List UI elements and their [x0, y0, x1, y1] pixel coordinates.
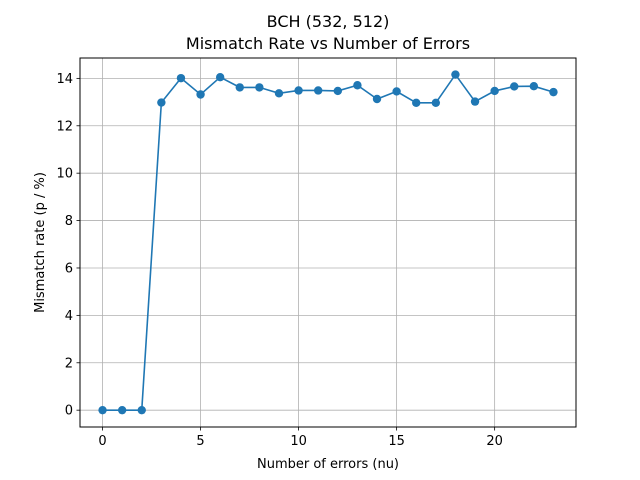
- x-tick-label: 15: [388, 434, 405, 449]
- data-point: [274, 89, 284, 98]
- data-point: [470, 97, 480, 106]
- x-axis-ticks: 0 5 10 15 20: [98, 427, 503, 449]
- data-point: [412, 98, 421, 107]
- data-point: [353, 81, 362, 90]
- x-axis-label: Number of errors (nu): [257, 457, 399, 472]
- y-tick-label: 4: [65, 309, 73, 324]
- data-point: [372, 94, 382, 104]
- y-tick-label: 8: [65, 214, 73, 229]
- grid-lines: [80, 58, 576, 427]
- y-axis-label: Mismatch rate (p / %): [33, 172, 48, 313]
- x-tick-label: 0: [98, 434, 106, 449]
- data-point: [510, 82, 519, 91]
- data-point: [314, 86, 323, 95]
- y-tick-label: 10: [56, 167, 73, 182]
- data-point: [215, 73, 225, 82]
- chart-title: BCH (532, 512): [267, 12, 390, 31]
- series-markers: [98, 70, 558, 415]
- data-point: [392, 87, 401, 96]
- y-tick-label: 2: [65, 356, 73, 371]
- data-point: [98, 405, 107, 415]
- y-axis-ticks: 0 2 4 6 8 10 12 14: [56, 72, 80, 419]
- chart-subtitle: Mismatch Rate vs Number of Errors: [186, 34, 470, 53]
- data-point: [529, 82, 539, 91]
- data-point: [157, 98, 166, 107]
- data-point: [431, 98, 441, 107]
- y-tick-label: 14: [56, 72, 73, 87]
- data-point: [137, 405, 146, 415]
- data-point: [255, 83, 264, 92]
- data-point: [490, 86, 499, 96]
- data-point: [176, 73, 186, 83]
- x-tick-label: 20: [486, 434, 503, 449]
- data-point: [451, 70, 460, 79]
- data-point: [235, 83, 244, 92]
- y-tick-label: 12: [56, 119, 73, 134]
- data-point: [333, 86, 342, 96]
- data-point: [294, 86, 303, 95]
- x-tick-label: 10: [290, 434, 307, 449]
- y-tick-label: 6: [65, 261, 73, 276]
- x-tick-label: 5: [196, 434, 204, 449]
- data-point: [549, 87, 558, 97]
- plot-area-frame: [79, 57, 577, 428]
- data-point: [117, 405, 127, 415]
- data-point: [196, 90, 205, 99]
- y-tick-label: 0: [65, 404, 73, 419]
